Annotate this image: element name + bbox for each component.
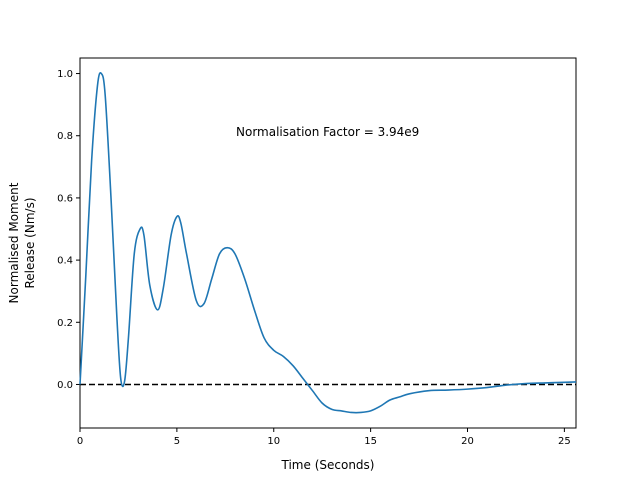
x-tick-label: 5: [174, 436, 180, 447]
axis-ticks: 0 5 10 15 20 25 0.0 0.2 0.4 0.6 0.8 1.0: [57, 69, 571, 447]
y-tick-label: 0.8: [57, 131, 73, 142]
y-tick-label: 1.0: [57, 69, 73, 80]
x-tick-label: 10: [267, 436, 280, 447]
data-lines: [79, 71, 577, 414]
x-tick-label: 0: [77, 436, 83, 447]
annotation-normalisation-factor: Normalisation Factor = 3.94e9: [236, 125, 419, 139]
plot-area: [79, 57, 577, 429]
y-axis-label-line1: Normalised Moment: [7, 182, 21, 303]
x-tick-label: 25: [558, 436, 571, 447]
x-tick-label: 20: [461, 436, 474, 447]
y-tick-label: 0.4: [57, 256, 73, 267]
x-axis-label: Time (Seconds): [281, 458, 375, 472]
moment-release-line: [79, 71, 577, 414]
y-tick-label: 0.0: [57, 380, 73, 391]
x-tick-label: 15: [364, 436, 377, 447]
y-tick-label: 0.6: [57, 193, 73, 204]
y-tick-label: 0.2: [57, 318, 73, 329]
y-axis-label-line2: Release (Nm/s): [23, 197, 37, 288]
